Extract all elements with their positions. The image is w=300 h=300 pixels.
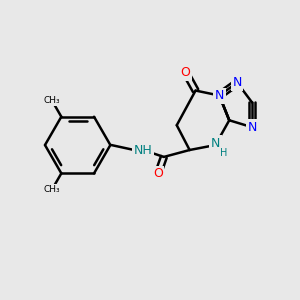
Text: H: H	[220, 148, 227, 158]
Text: N: N	[248, 121, 257, 134]
Text: CH₃: CH₃	[44, 96, 60, 105]
Text: O: O	[153, 167, 163, 180]
Text: N: N	[232, 76, 242, 89]
Text: N: N	[211, 136, 220, 150]
Text: CH₃: CH₃	[44, 185, 60, 194]
Text: NH: NH	[134, 143, 152, 157]
Text: O: O	[181, 66, 190, 79]
Text: N: N	[215, 89, 224, 102]
